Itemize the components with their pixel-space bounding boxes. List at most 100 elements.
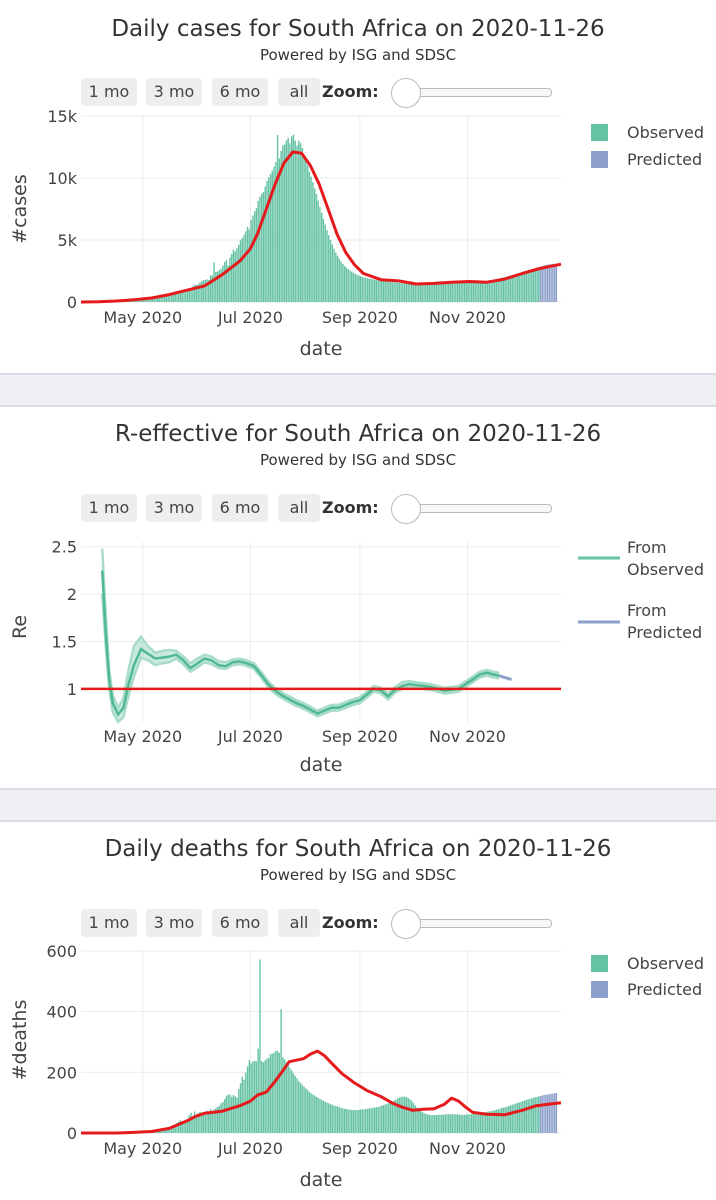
observed-bar	[310, 1093, 312, 1133]
legend-observed-swatch[interactable]	[591, 124, 608, 141]
observed-bar	[338, 1107, 341, 1133]
range-1mo-button[interactable]: 1 mo	[81, 78, 137, 106]
observed-bar	[172, 1126, 175, 1133]
predicted-bar	[539, 1095, 542, 1133]
legend-predicted-label-line1[interactable]: From	[627, 601, 667, 620]
range-all-button[interactable]: all	[278, 78, 320, 106]
predicted-bar	[545, 1094, 547, 1133]
observed-bar	[218, 1105, 221, 1133]
x-tick-label: Sep 2020	[322, 1139, 398, 1158]
observed-bar	[171, 294, 173, 302]
zoom-slider-knob[interactable]	[391, 78, 421, 108]
predicted-bar	[555, 1092, 558, 1133]
observed-bar	[474, 281, 476, 302]
observed-bar	[393, 1100, 395, 1133]
range-all-button[interactable]: all	[278, 494, 320, 522]
observed-bar	[536, 1096, 538, 1133]
observed-bar	[312, 1094, 314, 1133]
observed-bar	[299, 143, 302, 302]
legend-observed-label-line2[interactable]: Observed	[627, 560, 704, 579]
observed-bar	[250, 1063, 252, 1133]
observed-bar	[379, 1106, 381, 1133]
zoom-label: Zoom:	[322, 82, 379, 101]
range-3mo-button[interactable]: 3 mo	[146, 909, 202, 937]
legend-observed-swatch[interactable]	[591, 955, 608, 972]
zoom-slider-knob[interactable]	[391, 909, 421, 939]
observed-bar	[329, 1104, 332, 1133]
observed-bar	[261, 193, 263, 302]
legend-predicted-swatch[interactable]	[591, 151, 608, 168]
legend-predicted-label[interactable]: Predicted	[627, 150, 702, 169]
observed-bar	[163, 1129, 166, 1133]
observed-bar	[188, 1115, 191, 1133]
observed-bar	[485, 1112, 487, 1133]
observed-bar	[315, 1096, 318, 1133]
observed-bar	[425, 283, 427, 302]
observed-bar	[206, 1110, 208, 1133]
observed-bar	[215, 272, 217, 302]
observed-bar	[493, 1110, 496, 1133]
observed-bar	[308, 1091, 311, 1133]
observed-bar	[465, 1114, 468, 1133]
range-3mo-button[interactable]: 3 mo	[146, 78, 202, 106]
observed-bar	[486, 1111, 489, 1133]
axis-ticks: May 2020 Jul 2020 Sep 2020 Nov 2020 0 200 400 6…	[46, 942, 506, 1158]
y-tick-label: 5k	[58, 231, 78, 250]
observed-bar	[435, 282, 438, 302]
observed-bar	[352, 272, 355, 302]
range-1mo-button[interactable]: 1 mo	[81, 494, 137, 522]
observed-bar	[319, 207, 321, 302]
observed-bar	[527, 270, 529, 302]
x-axis-title: date	[300, 754, 343, 776]
observed-bar	[416, 1107, 418, 1133]
observed-bar	[430, 282, 432, 302]
observed-bar	[310, 176, 312, 302]
observed-bar	[531, 1098, 533, 1133]
range-1mo-button[interactable]: 1 mo	[81, 909, 137, 937]
observed-bar	[370, 279, 372, 302]
range-6mo-button[interactable]: 6 mo	[212, 909, 268, 937]
observed-bar	[329, 240, 332, 302]
observed-bar	[285, 1062, 288, 1133]
observed-bar	[202, 279, 205, 302]
observed-bar	[342, 263, 344, 302]
observed-bar	[335, 252, 337, 302]
chart-title: R-effective for South Africa on 2020-11-…	[114, 421, 602, 447]
range-3mo-button[interactable]: 3 mo	[146, 494, 202, 522]
legend-predicted-label[interactable]: Predicted	[627, 980, 702, 999]
observed-bar	[386, 1103, 388, 1133]
chart-subtitle: Powered by ISG and SDSC	[259, 451, 457, 469]
observed-bar	[421, 1112, 424, 1133]
observed-bar	[516, 1102, 519, 1133]
observed-bar	[296, 1078, 298, 1133]
zoom-slider-knob[interactable]	[391, 494, 421, 524]
observed-bar	[368, 278, 371, 302]
observed-bar	[381, 280, 383, 302]
range-6mo-button[interactable]: 6 mo	[212, 494, 268, 522]
legend-predicted-swatch[interactable]	[591, 981, 608, 998]
observed-bar	[379, 280, 381, 302]
legend-observed-label[interactable]: Observed	[627, 954, 704, 973]
predicted-bar	[552, 1093, 554, 1133]
observed-bar	[462, 1114, 464, 1133]
y-tick-label: 2	[67, 585, 77, 604]
range-6mo-button[interactable]: 6 mo	[212, 78, 268, 106]
observed-bar	[518, 1102, 521, 1133]
observed-bar	[449, 282, 452, 302]
predicted-bars	[539, 263, 558, 302]
observed-bar	[197, 284, 199, 302]
observed-bar	[405, 1096, 408, 1133]
observed-bar	[375, 1107, 378, 1133]
observed-bar	[352, 1109, 355, 1133]
legend-observed-label-line1[interactable]: From	[627, 538, 667, 557]
legend-predicted-label-line2[interactable]: Predicted	[627, 623, 702, 642]
observed-bar	[193, 284, 196, 302]
observed-bar	[538, 1096, 540, 1133]
y-axis-title: #deaths	[9, 1000, 31, 1081]
legend-observed-label[interactable]: Observed	[627, 123, 704, 142]
observed-bar	[349, 270, 351, 302]
x-tick-label: May 2020	[103, 1139, 182, 1158]
observed-bar	[414, 283, 416, 302]
range-all-button[interactable]: all	[278, 909, 320, 937]
observed-bar	[276, 1051, 279, 1133]
